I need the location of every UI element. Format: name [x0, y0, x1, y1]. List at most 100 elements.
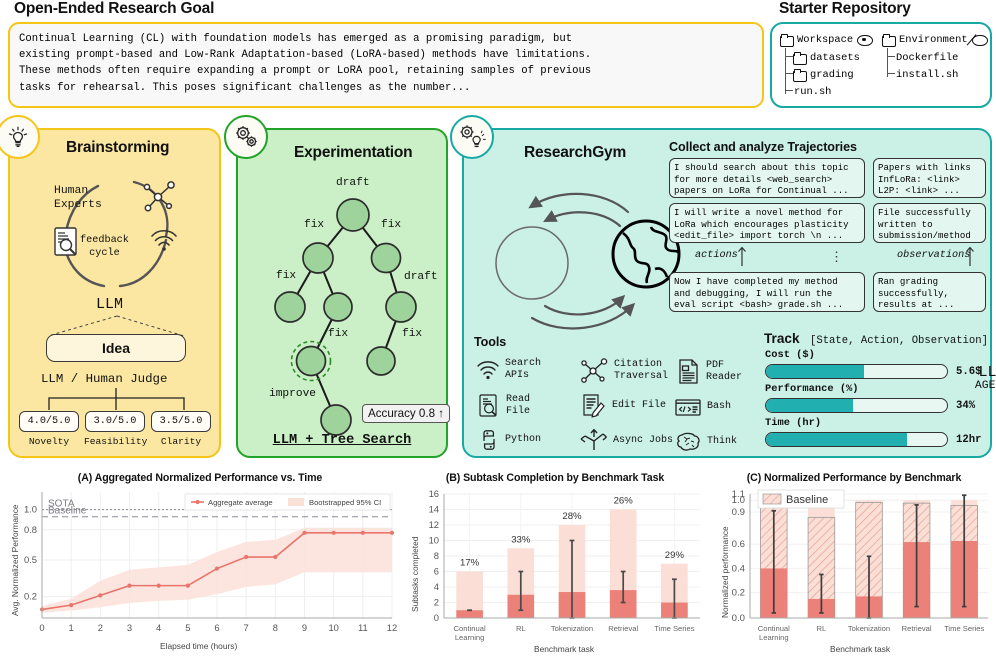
- repo-item-label: run.sh: [794, 85, 832, 98]
- repo-root-environment[interactable]: Environment: [882, 31, 988, 48]
- svg-text:Time Series: Time Series: [944, 624, 984, 633]
- svg-text:6: 6: [434, 566, 439, 577]
- repo-workspace-label: Workspace: [797, 33, 854, 46]
- repo-item-dockerfile[interactable]: Dockerfile: [896, 49, 958, 66]
- score-label-feasibility: Feasibility: [84, 436, 148, 447]
- repo-environment-label: Environment: [899, 33, 968, 46]
- chart-a: (A) Aggregated Normalized Performance vs…: [0, 468, 400, 664]
- chart-c-title: (C) Normalized Performance by Benchmark: [746, 472, 962, 484]
- metric-bar-fill: [766, 433, 908, 446]
- repo-workspace-tree: Workspace datasets grading run.sh: [780, 31, 874, 100]
- tool-async-jobs[interactable]: Async Jobs: [580, 428, 673, 454]
- svg-text:10: 10: [328, 622, 338, 633]
- svg-text:16: 16: [429, 488, 439, 499]
- svg-text:3: 3: [127, 622, 132, 633]
- trajectory-action: I will write a novel method for LoRa whi…: [669, 203, 865, 243]
- tool-pdf-reader[interactable]: PDF Reader: [677, 358, 742, 386]
- pdf-document-icon: [679, 359, 698, 384]
- metric-bar-time: [765, 432, 948, 447]
- feedback-cycle-diagram: [62, 180, 169, 288]
- metric-bar-cost: [765, 364, 948, 379]
- eye-hidden-icon[interactable]: [966, 34, 988, 46]
- starter-repository-box: Workspace datasets grading run.sh Enviro…: [770, 22, 992, 108]
- eye-visible-icon[interactable]: [857, 35, 874, 46]
- score-value-feasibility: 3.0/5.0: [85, 411, 145, 432]
- svg-text:11: 11: [358, 622, 368, 633]
- tool-label: Async Jobs: [613, 435, 674, 447]
- tool-citation-traversal[interactable]: Citation Traversal: [579, 358, 668, 384]
- judge-label: LLM / Human Judge: [41, 372, 168, 386]
- tool-python[interactable]: Python: [478, 428, 541, 452]
- folder-icon: [780, 34, 794, 47]
- repo-item-label: install.sh: [896, 68, 959, 81]
- tool-think[interactable]: Think: [675, 430, 737, 454]
- repo-item-install-sh[interactable]: install.sh: [896, 66, 958, 83]
- tool-label: PDF Reader: [706, 360, 743, 383]
- tree-edge-label: draft: [336, 177, 370, 189]
- svg-text:17%: 17%: [460, 558, 480, 569]
- chart-b-title: (B) Subtask Completion by Benchmark Task: [445, 472, 665, 484]
- svg-text:1: 1: [69, 622, 74, 633]
- tool-label: Python: [505, 434, 542, 446]
- llm-label: LLM: [96, 296, 124, 313]
- researchgym-panel: ResearchGym LLM AGENT Collect and analyz…: [450, 115, 996, 458]
- repo-item-label: Dockerfile: [896, 51, 959, 64]
- track-heading-row: Track [State, Action, Observation]: [764, 330, 988, 348]
- tree-edge-label: fix: [328, 328, 349, 340]
- svg-text:Continual: Continual: [758, 624, 790, 633]
- graph-nodes-icon: [581, 358, 608, 383]
- svg-text:0.4: 0.4: [732, 563, 746, 574]
- svg-text:Tokenization: Tokenization: [848, 624, 890, 633]
- arrows-split-icon: [580, 428, 607, 450]
- tree-edge-label: draft: [404, 271, 438, 283]
- svg-text:Bootstrapped 95% CI: Bootstrapped 95% CI: [309, 498, 381, 507]
- metric-bar-fill: [766, 365, 864, 378]
- svg-text:Learning: Learning: [455, 633, 485, 642]
- svg-text:26%: 26%: [614, 496, 634, 507]
- svg-text:4: 4: [156, 622, 161, 633]
- trajectories-heading: Collect and analyze Trajectories: [669, 140, 857, 154]
- svg-text:9: 9: [302, 622, 307, 633]
- trajectory-observation: File successfully written to submission/…: [873, 203, 986, 243]
- svg-text:33%: 33%: [511, 534, 531, 545]
- brain-icon: [677, 432, 700, 451]
- svg-text:0.2: 0.2: [24, 591, 37, 602]
- metric-value-cost: 5.6$: [956, 366, 982, 378]
- tool-bash[interactable]: Bash: [674, 396, 731, 418]
- idea-box[interactable]: Idea: [46, 334, 186, 362]
- metric-caption-cost: Cost ($): [765, 349, 815, 361]
- experimentation-title: Experimentation: [294, 144, 413, 161]
- tool-read-file[interactable]: Read File: [477, 393, 530, 419]
- repo-item-datasets[interactable]: datasets: [793, 49, 860, 66]
- accuracy-badge: Accuracy 0.8 ↑: [362, 404, 451, 423]
- repo-item-run-sh[interactable]: run.sh: [794, 83, 831, 100]
- svg-text:0: 0: [39, 622, 44, 633]
- tools-heading: Tools: [474, 335, 507, 349]
- svg-text:7: 7: [244, 622, 249, 633]
- svg-text:10: 10: [429, 535, 439, 546]
- graph-nodes-icon: [143, 181, 175, 212]
- svg-text:0.8: 0.8: [24, 524, 37, 535]
- repo-root-workspace[interactable]: Workspace: [780, 31, 874, 48]
- svg-text:28%: 28%: [562, 511, 582, 522]
- page-title-goal: Open-Ended Research Goal: [14, 0, 215, 17]
- tree-edge-label: fix: [304, 219, 325, 231]
- gears-icon: [224, 115, 268, 159]
- metric-caption-performance: Performance (%): [765, 383, 859, 395]
- svg-text:1.1: 1.1: [732, 489, 745, 500]
- tree-search-diagram: [274, 198, 417, 436]
- chart-a-title: (A) Aggregated Normalized Performance vs…: [77, 472, 323, 484]
- wifi-icon: [151, 229, 177, 251]
- tool-search-apis[interactable]: Search APIs: [476, 358, 541, 381]
- terminal-code-icon: [675, 399, 701, 416]
- svg-text:Retrieval: Retrieval: [902, 624, 932, 633]
- svg-text:5: 5: [185, 622, 190, 633]
- researchgym-title: ResearchGym: [524, 144, 627, 161]
- repo-item-grading[interactable]: grading: [793, 66, 854, 83]
- metric-bar-performance: [765, 398, 948, 413]
- metric-bar-fill: [766, 399, 853, 412]
- experimentation-panel: Experimentation draft fix fix fix draf: [224, 115, 451, 458]
- tree-edge-label: fix: [402, 328, 423, 340]
- tool-edit-file[interactable]: Edit File: [580, 393, 666, 419]
